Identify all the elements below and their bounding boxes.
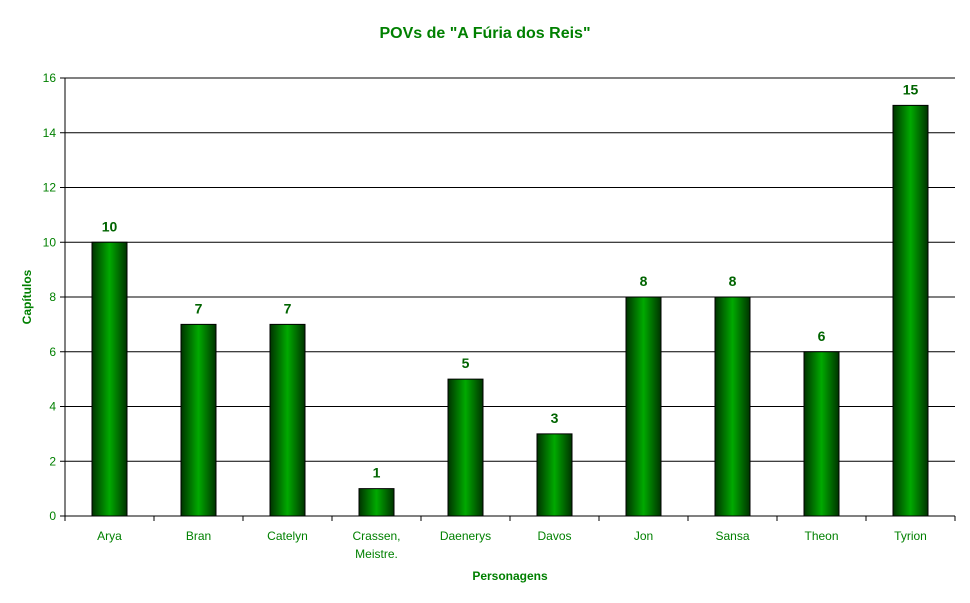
data-label: 3: [551, 410, 559, 426]
y-tick-label: 6: [49, 345, 56, 359]
bar: [803, 351, 840, 517]
x-tick-label: Daenerys: [440, 529, 491, 543]
data-label: 1: [373, 465, 381, 481]
data-label: 10: [102, 218, 118, 234]
x-axis-title: Personagens: [472, 569, 548, 583]
data-label: 6: [818, 328, 826, 344]
x-axis-ticks: Arya Bran Catelyn Crassen, Meistre. Daenerys D…: [64, 516, 956, 561]
y-tick-label: 10: [43, 235, 57, 249]
bar: [625, 296, 662, 517]
data-label: 8: [640, 273, 648, 289]
x-tick-label: Davos: [537, 529, 571, 543]
data-label: 7: [284, 300, 292, 316]
x-tick-label: Jon: [634, 529, 653, 543]
x-tick-label: Crassen,: [352, 529, 400, 543]
bar: [892, 104, 929, 517]
x-tick-label: Catelyn: [267, 529, 308, 543]
data-label: 15: [903, 81, 919, 97]
y-tick-label: 0: [49, 509, 56, 523]
x-tick-label: Meistre.: [355, 547, 398, 561]
bar: [714, 296, 751, 517]
y-tick-label: 14: [43, 126, 57, 140]
chart-title: POVs de "A Fúria dos Reis": [379, 25, 590, 42]
x-tick-label: Tyrion: [894, 529, 927, 543]
bar: [447, 378, 484, 517]
bar: [91, 241, 128, 517]
y-axis-title: Capítulos: [20, 269, 34, 324]
bar: [358, 488, 395, 517]
x-tick-label: Bran: [186, 529, 211, 543]
y-tick-label: 16: [43, 71, 57, 85]
data-label: 7: [195, 300, 203, 316]
x-tick-label: Arya: [97, 529, 122, 543]
y-axis-ticks: 0 2 4 6 8 10 12 14 16: [43, 71, 65, 523]
data-label: 8: [729, 273, 737, 289]
y-tick-label: 4: [49, 400, 56, 414]
bar: [269, 323, 306, 517]
y-tick-label: 2: [49, 454, 56, 468]
bar: [180, 323, 217, 517]
bar: [536, 433, 573, 517]
y-tick-label: 12: [43, 181, 57, 195]
x-tick-label: Sansa: [715, 529, 749, 543]
x-tick-label: Theon: [804, 529, 838, 543]
data-label: 5: [462, 355, 470, 371]
y-tick-label: 8: [49, 290, 56, 304]
